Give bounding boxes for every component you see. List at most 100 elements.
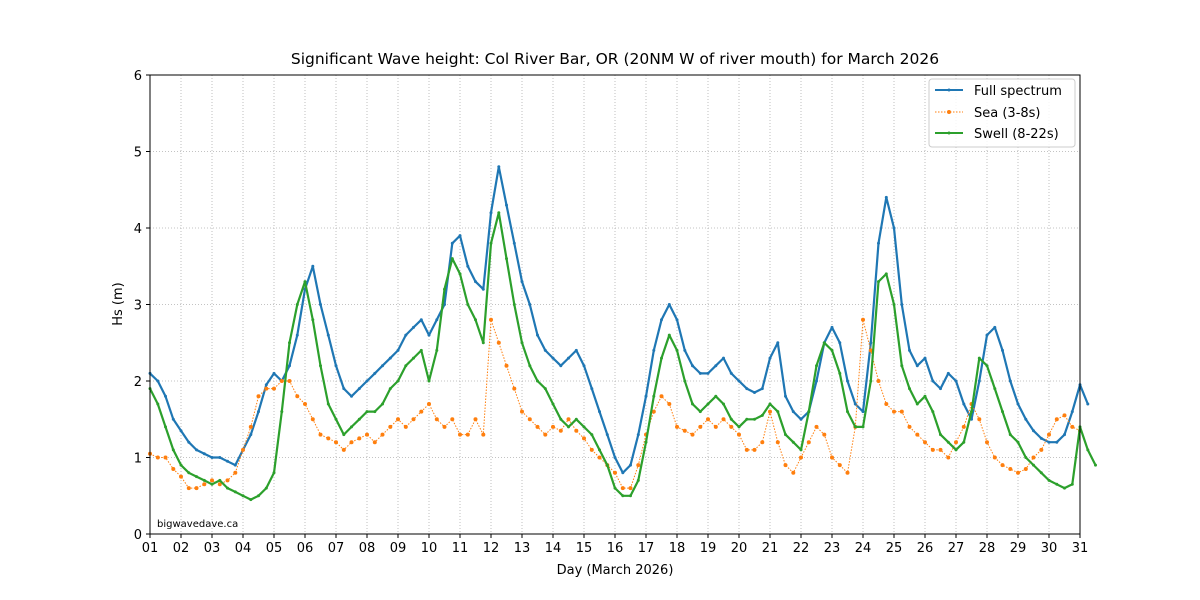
data-point [1023,467,1028,471]
data-point [791,470,796,475]
data-point [272,371,276,375]
data-point [411,417,416,422]
data-point [155,455,160,460]
data-point [396,379,400,383]
legend-label-sea: Sea (3-8s) [974,106,1041,121]
data-point [412,356,415,360]
data-point [589,447,594,452]
x-tick-label: 23 [824,541,841,556]
y-tick-label: 2 [134,375,142,390]
data-point [520,409,524,414]
data-point [946,371,950,375]
data-point [195,448,198,452]
data-point [846,410,849,414]
data-point [1008,467,1013,471]
data-point [892,409,896,414]
data-point [481,287,485,291]
data-point [846,379,849,383]
data-point [1024,417,1028,421]
data-point [171,467,176,471]
data-point [931,379,935,383]
data-point [915,364,919,368]
data-point [156,379,160,383]
data-point [915,402,919,406]
data-point [985,364,989,368]
data-point [202,482,207,487]
y-tick-label: 5 [134,146,142,161]
data-point [598,410,601,414]
data-point [938,447,943,452]
x-tick-label: 14 [545,541,562,556]
data-point [729,424,734,429]
data-point [372,440,377,445]
x-tick-label: 02 [173,541,190,556]
data-point [225,478,230,483]
data-point [923,356,927,360]
x-tick-label: 06 [297,541,314,556]
data-point [450,257,454,261]
data-point [287,379,292,383]
data-point [993,325,997,329]
data-point [629,494,632,498]
legend-item-full-spectrum: Full spectrum [935,84,1062,99]
data-point [1047,432,1051,437]
data-point [288,341,291,345]
data-point [791,440,795,444]
data-point [1047,440,1051,444]
data-point [1016,440,1020,444]
data-point [396,348,400,352]
data-point [985,440,989,445]
data-point [1024,456,1028,459]
data-point [156,402,160,406]
data-point [419,409,424,414]
data-point [171,448,175,452]
data-point [295,394,300,399]
data-point [884,272,888,276]
x-tick-label: 15 [576,541,593,556]
data-point [667,402,672,406]
data-point [992,455,997,460]
data-point [373,410,377,414]
data-point [629,463,632,467]
data-point [760,440,765,445]
data-point [1032,429,1035,433]
data-point [559,364,563,368]
data-point [636,478,640,482]
data-point [737,432,741,437]
data-point [877,241,880,245]
data-point [341,447,346,452]
data-point [512,241,516,245]
data-point [1016,402,1020,406]
data-point [985,333,989,337]
data-point [1055,440,1059,444]
data-point [806,440,811,445]
data-point [264,486,268,490]
data-point [334,364,338,368]
x-tick-label: 13 [514,541,531,556]
data-point [187,471,191,475]
data-point [536,333,539,337]
legend-item-swell: Swell (8-22s) [935,127,1059,142]
data-point [311,318,315,322]
data-point [675,318,679,322]
x-tick-label: 22 [793,541,810,556]
data-point [434,417,439,422]
data-point [698,410,702,414]
data-point [961,424,966,429]
data-point [613,456,617,459]
data-point [636,433,640,437]
data-point [714,394,718,398]
y-axis: 0 1 2 3 4 5 6 [134,69,150,543]
data-point [256,394,261,399]
y-tick-label: 3 [134,299,142,314]
data-point [218,478,222,482]
data-point [652,394,656,398]
x-tick-label: 04 [235,541,252,556]
legend-box [928,78,1076,148]
data-point [1063,486,1066,490]
data-point [744,447,749,452]
data-point [931,410,935,414]
data-point [1054,417,1059,422]
data-point [853,425,857,429]
chart-title: Significant Wave height: Col River Bar, … [291,50,939,68]
